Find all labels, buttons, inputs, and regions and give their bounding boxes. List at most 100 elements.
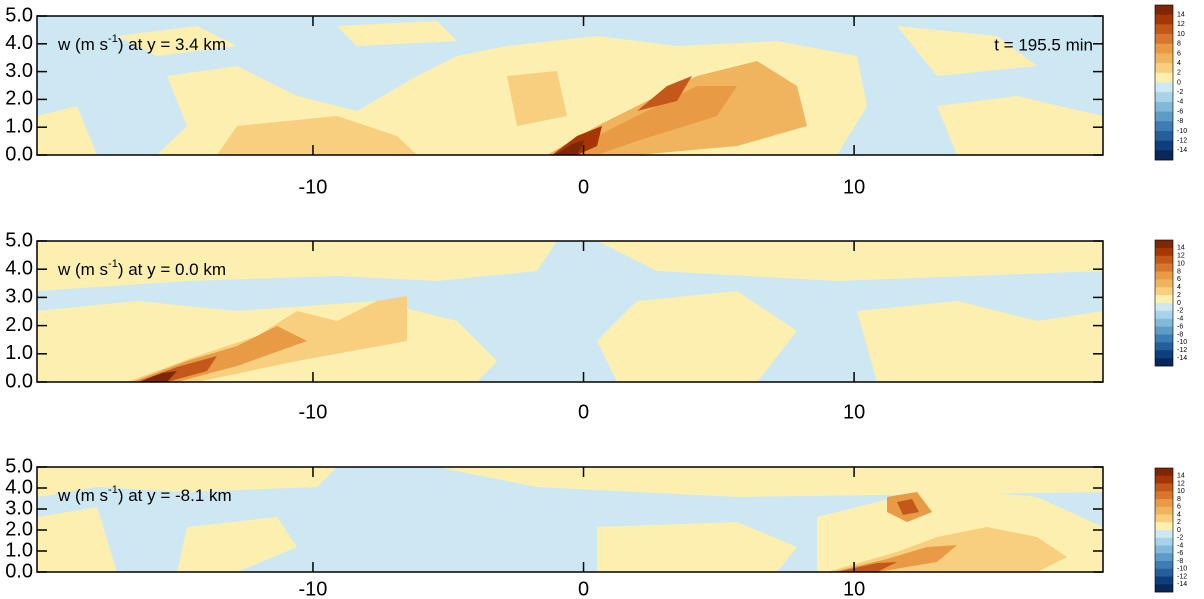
y-tick-label: 5.0	[5, 229, 33, 251]
colorbar-label: 14	[1177, 473, 1185, 480]
title-text: ) at y = 0.0 km	[118, 260, 226, 279]
panel-title: w (m s-1) at y = -8.1 km	[57, 484, 232, 506]
colorbar-swatch	[1155, 483, 1173, 492]
colorbar-swatch	[1155, 568, 1173, 577]
colorbar-swatch	[1155, 318, 1173, 327]
colorbar-label: -2	[1177, 535, 1183, 542]
x-tick-label: 0	[578, 401, 589, 423]
colorbar-label: -8	[1177, 118, 1183, 125]
colorbar-label: 0	[1177, 527, 1181, 534]
y-tick-label: 1.0	[5, 342, 33, 364]
colorbar-swatch	[1155, 240, 1173, 249]
panel-title: w (m s-1) at y = 3.4 km	[57, 33, 226, 55]
y-tick-label: 4.0	[5, 32, 33, 54]
title-text: ) at y = -8.1 km	[118, 486, 232, 505]
plot-frame	[36, 466, 1104, 573]
colorbar-swatch	[1155, 140, 1173, 151]
y-tick-label: 0.0	[5, 560, 33, 582]
colorbar-swatch	[1155, 468, 1173, 477]
colorbar-swatch	[1155, 358, 1173, 367]
colorbar-swatch	[1155, 92, 1173, 103]
plot-frame	[36, 15, 1104, 156]
y-tick-label: 0.0	[5, 143, 33, 165]
colorbar-swatch	[1155, 287, 1173, 296]
colorbar-swatch	[1155, 279, 1173, 288]
colorbar-label: 10	[1177, 31, 1185, 38]
field	[37, 241, 1103, 382]
colorbar-swatch	[1155, 255, 1173, 264]
colorbar-frame	[1154, 239, 1174, 367]
colorbar-label: 2	[1177, 519, 1181, 526]
colorbar-label: -4	[1177, 542, 1183, 549]
colorbar-label: -4	[1177, 316, 1183, 323]
colorbar-label: -2	[1177, 308, 1183, 315]
plot-frame	[36, 240, 1104, 383]
y-tick-label: 1.0	[5, 115, 33, 137]
y-tick-label: 5.0	[5, 455, 33, 477]
x-tick-label: 0	[578, 176, 589, 198]
x-tick-label: -10	[299, 578, 328, 599]
title-text: w (m s	[57, 486, 108, 505]
colorbar-swatch	[1155, 522, 1173, 531]
colorbar-swatch	[1155, 53, 1173, 64]
y-tick-label: 5.0	[5, 4, 33, 26]
colorbar-swatch	[1155, 34, 1173, 45]
colorbar-label: -10	[1177, 128, 1187, 135]
colorbar-swatch	[1155, 334, 1173, 343]
colorbar-label: -6	[1177, 550, 1183, 557]
y-tick-label: 4.0	[5, 257, 33, 279]
colorbar-label: -12	[1177, 573, 1187, 580]
title-superscript: -1	[108, 484, 118, 496]
x-tick-label: -10	[299, 401, 328, 423]
colorbar-swatch	[1155, 310, 1173, 320]
colorbar-label: -12	[1177, 347, 1187, 354]
colorbar-label: -10	[1177, 566, 1187, 573]
colorbar-swatch	[1155, 82, 1173, 93]
colorbar-label: 4	[1177, 511, 1181, 518]
x-tick-label: -10	[299, 176, 328, 198]
colorbar-swatch	[1155, 247, 1173, 257]
colorbar-label: 8	[1177, 268, 1181, 275]
colorbar-swatch	[1155, 506, 1173, 515]
colorbar-swatch	[1155, 101, 1173, 112]
colorbar-swatch	[1155, 553, 1173, 562]
y-tick-label: 2.0	[5, 314, 33, 336]
colorbar-label: 12	[1177, 21, 1185, 28]
colorbar-label: 2	[1177, 70, 1181, 77]
colorbar-swatch	[1155, 537, 1173, 546]
field	[37, 467, 1103, 572]
colorbar-swatch	[1155, 303, 1173, 312]
colorbar-label: 8	[1177, 41, 1181, 48]
colorbar-label: 14	[1177, 245, 1185, 252]
y-tick-label: 2.0	[5, 518, 33, 540]
colorbar-swatch	[1155, 545, 1173, 554]
colorbar-swatch	[1155, 530, 1173, 539]
colorbar-frame	[1154, 4, 1174, 161]
colorbar-frame	[1154, 467, 1174, 593]
colorbar-label: -6	[1177, 108, 1183, 115]
title-superscript: -1	[108, 33, 118, 45]
colorbar-swatch	[1155, 584, 1173, 593]
colorbar-label: 4	[1177, 60, 1181, 67]
colorbar-label: 0	[1177, 300, 1181, 307]
title-text: w (m s	[57, 260, 108, 279]
y-tick-label: 3.0	[5, 60, 33, 82]
colorbar-label: 0	[1177, 79, 1181, 86]
y-tick-label: 3.0	[5, 497, 33, 519]
colorbar-label: -8	[1177, 558, 1183, 565]
colorbar-swatch	[1155, 150, 1173, 161]
colorbar-label: 6	[1177, 276, 1181, 283]
colorbar-swatch	[1155, 475, 1173, 484]
colorbar-swatch	[1155, 295, 1173, 304]
x-tick-label: 10	[843, 401, 865, 423]
colorbar-label: -6	[1177, 323, 1183, 330]
colorbar-swatch	[1155, 5, 1173, 15]
colorbar-swatch	[1155, 350, 1173, 359]
y-tick-label: 0.0	[5, 370, 33, 392]
colorbar-swatch	[1155, 72, 1173, 83]
colorbar-label: 2	[1177, 292, 1181, 299]
colorbar-swatch	[1155, 561, 1173, 570]
colorbar-label: -2	[1177, 89, 1183, 96]
colorbar-label: 12	[1177, 480, 1185, 487]
